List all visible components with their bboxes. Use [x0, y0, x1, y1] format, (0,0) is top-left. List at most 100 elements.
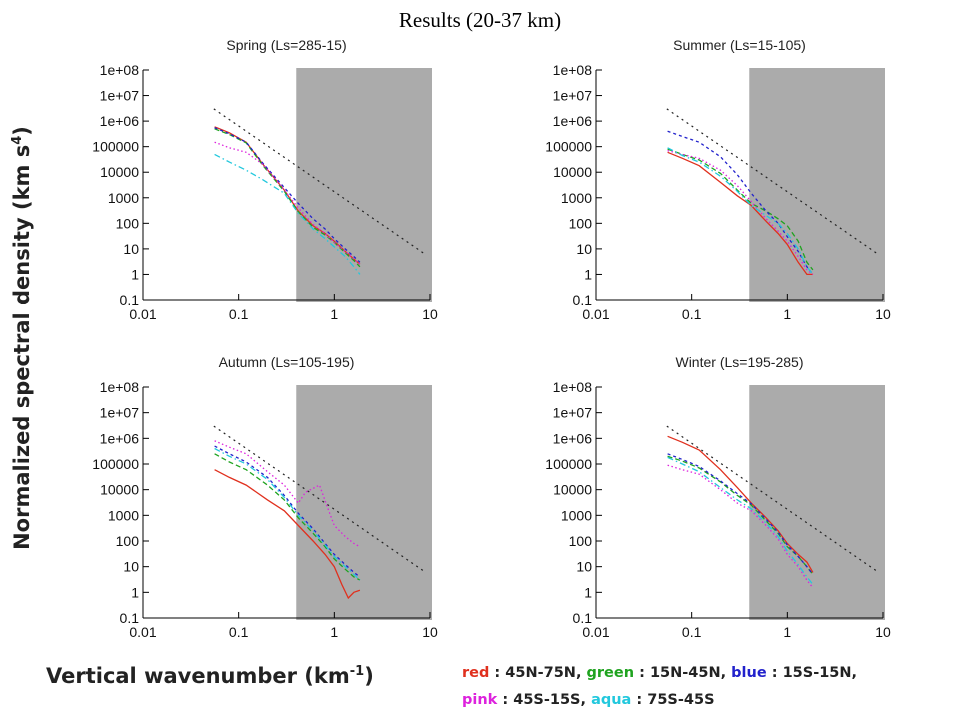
y-tick-label: 100	[116, 533, 140, 549]
legend-range: 75S-45S	[647, 692, 715, 708]
x-tick-label: 10	[422, 306, 438, 322]
legend-color-name: aqua	[591, 692, 632, 708]
series-line-aqua	[667, 147, 814, 275]
x-tick-label: 1	[783, 306, 791, 322]
y-tick-label: 1	[584, 266, 592, 282]
series-line-blue	[214, 445, 361, 578]
legend-line-2: pink : 45S-15S, aqua : 75S-45S	[462, 687, 857, 714]
y-tick-label: 10000	[553, 482, 592, 498]
x-tick-label: 10	[875, 306, 891, 322]
x-tick-label: 1	[330, 306, 338, 322]
y-tick-label: 100000	[92, 139, 139, 155]
series-line-aqua	[214, 447, 361, 581]
y-tick-label: 1e+08	[553, 379, 593, 395]
series-line-green	[214, 128, 361, 268]
x-axis-label: Vertical wavenumber (km-1)	[46, 664, 374, 688]
y-tick-label: 1e+06	[100, 430, 140, 446]
y-tick-label: 0.1	[573, 610, 593, 626]
y-tick-label: 100	[116, 215, 140, 231]
slide-title: Results (20-37 km)	[398, 8, 562, 32]
x-tick-label: 10	[422, 624, 438, 640]
legend-entry-green: green : 15N-45N,	[586, 665, 732, 681]
legend-color-name: blue	[731, 665, 767, 681]
y-tick-label: 1e+06	[553, 430, 593, 446]
y-tick-label: 1000	[108, 190, 139, 206]
x-axis-label-text: Vertical wavenumber (km	[46, 664, 350, 688]
y-tick-label: 100000	[545, 139, 592, 155]
x-axis-label-superscript: -1	[349, 664, 365, 679]
y-tick-label: 0.1	[573, 292, 593, 308]
y-tick-label: 100000	[545, 456, 592, 472]
reference-slope-line	[666, 108, 879, 256]
y-tick-label: 1000	[561, 507, 592, 523]
y-tick-label: 100000	[92, 456, 139, 472]
chart-title: Autumn (Ls=105-195)	[219, 354, 355, 370]
x-tick-label: 1	[330, 624, 338, 640]
series-line-red	[667, 151, 813, 276]
shaded-region	[296, 68, 432, 302]
x-tick-label: 0.1	[229, 306, 249, 322]
legend-separator: ,	[575, 665, 587, 681]
y-tick-label: 100	[569, 533, 593, 549]
y-tick-label: 10	[123, 559, 139, 575]
series-line-blue	[667, 130, 814, 275]
x-tick-label: 0.01	[129, 306, 156, 322]
chart-title: Spring (Ls=285-15)	[226, 37, 346, 53]
legend-entry-aqua: aqua : 75S-45S	[591, 692, 715, 708]
y-tick-label: 100	[569, 215, 593, 231]
legend-separator: ,	[851, 665, 858, 681]
y-tick-label: 1	[131, 584, 139, 600]
y-tick-label: 10000	[100, 164, 139, 180]
legend-entry-red: red : 45N-75N,	[462, 665, 587, 681]
y-tick-label: 1	[131, 266, 139, 282]
series-line-green	[214, 453, 361, 581]
legend-entry-blue: blue : 15S-15N,	[731, 665, 858, 681]
series-line-red	[667, 435, 814, 573]
legend-separator: ,	[720, 665, 732, 681]
x-tick-label: 0.01	[582, 306, 609, 322]
chart-panel: Autumn (Ls=105-195)0.1110100100010000100…	[92, 354, 438, 640]
y-tick-label: 1	[584, 584, 592, 600]
legend: red : 45N-75N, green : 15N-45N, blue : 1…	[462, 660, 857, 714]
y-tick-label: 1e+07	[553, 405, 593, 421]
legend-color-name: green	[586, 665, 635, 681]
y-tick-label: 1e+08	[553, 62, 593, 78]
chart-title: Winter (Ls=195-285)	[675, 354, 803, 370]
shaded-region	[749, 385, 885, 620]
series-line-aqua	[214, 153, 361, 275]
y-tick-label: 1e+08	[100, 379, 140, 395]
x-tick-label: 0.1	[682, 306, 702, 322]
series-line-pink	[667, 464, 814, 589]
y-tick-label: 1e+08	[100, 62, 140, 78]
series-line-pink	[214, 141, 361, 265]
legend-color-name: pink	[462, 692, 498, 708]
chart-panel: Summer (Ls=15-105) 0.1 1 10 100 1000 10000 1000…	[545, 37, 891, 322]
y-tick-label: 0.1	[120, 292, 140, 308]
legend-entry-pink: pink : 45S-15S,	[462, 692, 592, 708]
shaded-region	[296, 385, 432, 620]
y-tick-label: 1000	[561, 190, 592, 206]
x-tick-label: 1	[783, 624, 791, 640]
y-tick-label: 1000	[108, 507, 139, 523]
reference-slope-line	[213, 108, 426, 256]
series-line-red	[214, 469, 361, 600]
y-tick-label: 10000	[553, 164, 592, 180]
series-line-aqua	[667, 456, 814, 585]
y-tick-label: 1e+06	[100, 113, 140, 129]
y-tick-label: 10	[123, 241, 139, 257]
y-tick-label: 10	[576, 559, 592, 575]
x-tick-label: 0.01	[582, 624, 609, 640]
reference-slope-line	[666, 425, 879, 573]
y-tick-label: 1e+07	[100, 88, 140, 104]
y-tick-label: 1e+06	[553, 113, 593, 129]
x-tick-label: 10	[875, 624, 891, 640]
shaded-region	[749, 68, 885, 302]
y-tick-label: 10000	[100, 482, 139, 498]
y-tick-label: 10	[576, 241, 592, 257]
y-tick-label: 1e+07	[553, 88, 593, 104]
series-line-blue	[214, 127, 361, 263]
legend-range: 15S-15N	[782, 665, 852, 681]
legend-range: 15N-45N	[649, 665, 721, 681]
legend-color-name: red	[462, 665, 490, 681]
